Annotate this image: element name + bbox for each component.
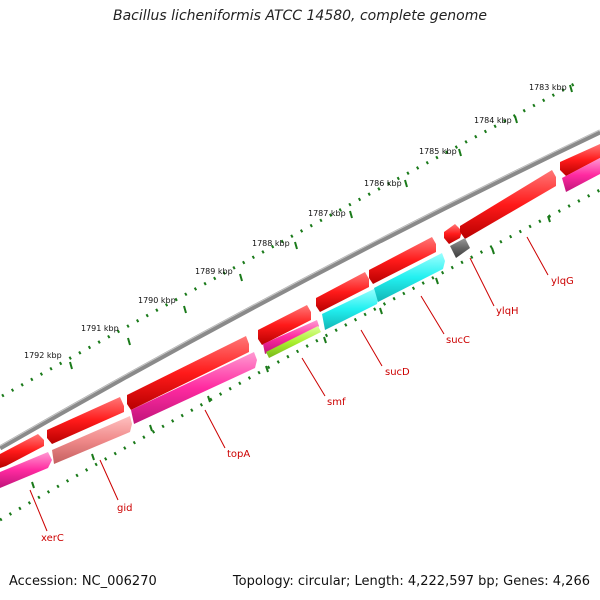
- kbp-label-1788: 1788 kbp: [252, 239, 290, 248]
- kbp-label-1791: 1791 kbp: [81, 324, 119, 333]
- gene-label-sucC[interactable]: sucC: [446, 335, 470, 346]
- kbp-ticks: [69, 84, 573, 370]
- gene-arrow[interactable]: [258, 305, 311, 345]
- gene-label-sucD[interactable]: sucD: [385, 367, 410, 378]
- gene-arrow[interactable]: [263, 320, 319, 354]
- kbp-label-1792: 1792 kbp: [24, 351, 62, 360]
- gene-label-ylqG[interactable]: ylqG: [551, 276, 574, 287]
- gene-arrow[interactable]: [131, 352, 257, 424]
- gene-arrow[interactable]: [444, 224, 462, 244]
- inner-ticks: [31, 215, 551, 489]
- gene-label-ylqH[interactable]: ylqH: [496, 306, 519, 317]
- gene-label-gid[interactable]: gid: [117, 503, 132, 514]
- reverse-strand: [0, 158, 600, 488]
- gene-arrow[interactable]: [0, 434, 44, 468]
- kbp-label-1785: 1785 kbp: [419, 147, 457, 156]
- gene-arrow[interactable]: [450, 238, 470, 258]
- gene-label-xerC[interactable]: xerC: [41, 533, 64, 544]
- accession-text: Accession: NC_006270: [9, 574, 157, 589]
- genome-backbone: [0, 129, 600, 451]
- scale-track: [1, 80, 579, 398]
- kbp-label-1790: 1790 kbp: [138, 296, 176, 305]
- inner-scale-track: [0, 188, 600, 522]
- gene-arrow[interactable]: [316, 272, 369, 312]
- kbp-label-1784: 1784 kbp: [474, 116, 512, 125]
- genome-stats-text: Topology: circular; Length: 4,222,597 bp…: [232, 574, 590, 589]
- gene-label-smf[interactable]: smf: [327, 397, 346, 408]
- gene-arrow[interactable]: [127, 336, 249, 410]
- kbp-labels: 1783 kbp 1784 kbp 1785 kbp 1786 kbp 1787…: [24, 83, 567, 360]
- kbp-label-1789: 1789 kbp: [195, 267, 233, 276]
- kbp-label-1786: 1786 kbp: [364, 179, 402, 188]
- gene-arrow[interactable]: [374, 253, 445, 302]
- gene-arrow[interactable]: [47, 397, 124, 444]
- gene-arrow[interactable]: [562, 158, 600, 192]
- gene-arrow[interactable]: [266, 326, 321, 358]
- kbp-label-1787: 1787 kbp: [308, 209, 346, 218]
- gene-arrow[interactable]: [0, 452, 52, 488]
- kbp-label-1783: 1783 kbp: [529, 83, 567, 92]
- gene-leaders: [29, 236, 549, 532]
- gene-arrow[interactable]: [369, 237, 436, 284]
- map-title: Bacillus licheniformis ATCC 14580, compl…: [113, 8, 487, 24]
- gene-arrow[interactable]: [560, 144, 600, 176]
- gene-arrow[interactable]: [460, 170, 556, 239]
- gene-arrow[interactable]: [322, 288, 379, 330]
- gene-arrow[interactable]: [52, 416, 132, 464]
- forward-strand: [0, 144, 600, 468]
- gene-labels: ylqG ylqH sucC sucD smf topA gid xerC: [41, 276, 574, 544]
- gene-label-topA[interactable]: topA: [227, 449, 250, 460]
